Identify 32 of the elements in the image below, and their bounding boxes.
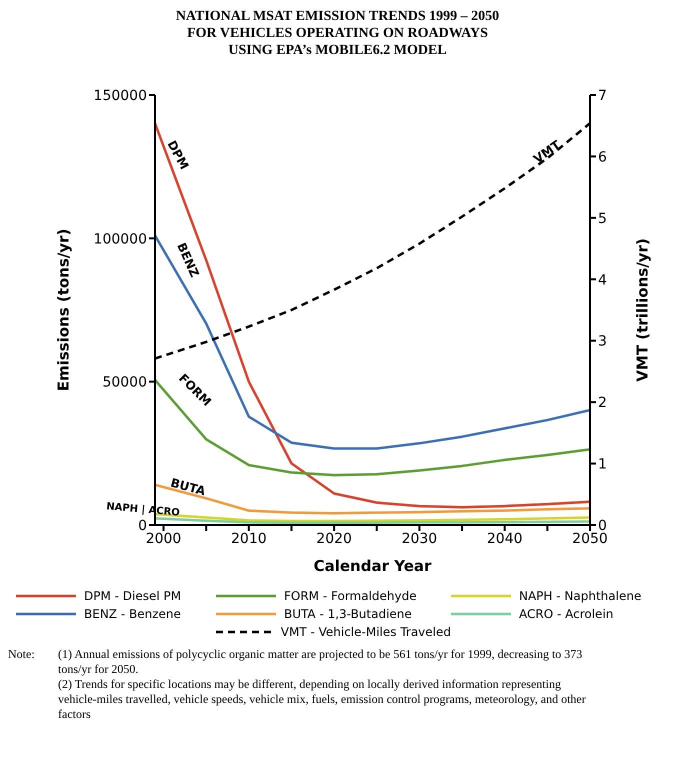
y-tick-label: 100000 <box>94 231 147 248</box>
legend-label: BENZ - Benzene <box>84 607 181 621</box>
annotation: BUTA <box>169 476 208 499</box>
y2-tick-label: 5 <box>598 210 607 227</box>
x-tick-label: 2040 <box>486 530 523 547</box>
y-axis-title: Emissions (tons/yr) <box>54 228 72 392</box>
y-tick-label: 150000 <box>94 88 147 104</box>
chart-title: NATIONAL MSAT EMISSION TRENDS 1999 – 2050 FOR VEHICLES OPERATING ON ROADWAYS USING EPA’s MOBILE6.2 MODEL <box>174 8 500 59</box>
legend-label: ACRO - Acrolein <box>519 607 614 621</box>
x-tick-label: 2030 <box>402 530 438 547</box>
y2-tick-label: 2 <box>598 395 607 412</box>
y2-tick-label: 1 <box>598 456 607 473</box>
y-tick-label: 50000 <box>102 374 147 391</box>
text: Note: <box>8 647 36 663</box>
y2-tick-label: 6 <box>598 149 607 166</box>
y-tick-label: 0 <box>138 518 147 534</box>
y2-axis-title: VMT (trillions/yr) <box>633 238 652 382</box>
legend-label: BUTA - 1,3-Butadiene <box>284 607 412 621</box>
x-axis-title: Calendar Year <box>314 557 432 575</box>
y2-tick-label: 4 <box>598 272 607 288</box>
y2-tick-label: 7 <box>598 88 607 104</box>
x-tick-label: 2010 <box>231 530 267 547</box>
legend-label: FORM - Formaldehyde <box>284 589 417 603</box>
legend-label: DPM - Diesel PM <box>84 589 182 603</box>
text: (1) Annual emissions of polycyclic organic matter are projected to be 561 tons/yr for 1999, decreasing to 373 tons/yr for 2050. <box>58 647 584 677</box>
legend-label: NAPH - Naphthalene <box>519 589 642 603</box>
y2-tick-label: 3 <box>598 334 607 350</box>
legend-label: VMT - Vehicle-Miles Traveled <box>280 625 451 639</box>
line-series <box>155 234 590 450</box>
text: (2) Trends for specific locations may be different, depending on locally derived information representing vehicle-miles travelled, vehicle speeds, vehicle mix, fuels, emission control programs, meteorology, and other factors <box>58 677 587 722</box>
x-tick-label: 2020 <box>316 530 352 547</box>
x-tick-label: 2000 <box>146 530 182 547</box>
